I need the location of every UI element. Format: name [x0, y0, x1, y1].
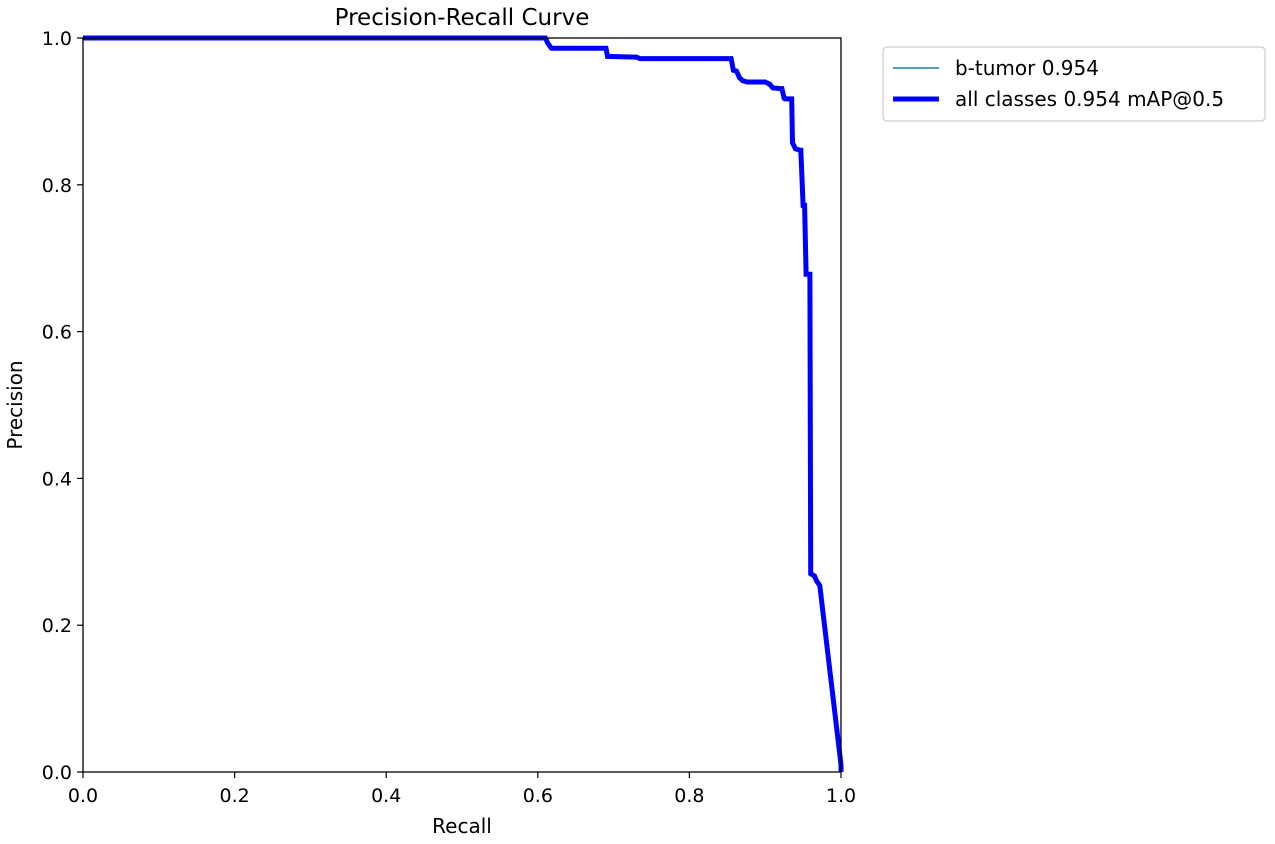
- legend: b-tumor 0.954 all classes 0.954 mAP@0.5: [882, 46, 1266, 122]
- x-tick-label: 0.0: [68, 785, 98, 807]
- x-axis-ticks: 0.0 0.2 0.4 0.6 0.8 1.0: [68, 772, 856, 807]
- series-layer: [83, 35, 844, 772]
- y-axis-ticks: 0.0 0.2 0.4 0.6 0.8 1.0: [42, 28, 83, 784]
- x-axis-label: Recall: [432, 814, 492, 838]
- x-tick-label: 0.6: [523, 785, 553, 807]
- plot-frame: [82, 37, 842, 773]
- legend-label: b-tumor 0.954: [955, 56, 1099, 80]
- chart-title: Precision-Recall Curve: [335, 5, 590, 31]
- legend-box: [882, 46, 1266, 122]
- y-tick-label: 1.0: [42, 28, 72, 50]
- y-tick-label: 0.2: [42, 615, 72, 637]
- y-tick-label: 0.6: [42, 322, 72, 344]
- y-tick-label: 0.8: [42, 175, 72, 197]
- legend-label: all classes 0.954 mAP@0.5: [955, 87, 1224, 111]
- x-tick-label: 1.0: [826, 785, 856, 807]
- y-tick-label: 0.0: [42, 762, 72, 784]
- y-tick-label: 0.4: [42, 468, 72, 490]
- x-tick-label: 0.2: [219, 785, 249, 807]
- x-tick-label: 0.8: [674, 785, 704, 807]
- plot-area: [82, 35, 844, 773]
- y-axis-label: Precision: [3, 360, 27, 449]
- plot-background: [83, 38, 841, 772]
- series-line-2: [83, 35, 844, 772]
- x-tick-label: 0.4: [371, 785, 401, 807]
